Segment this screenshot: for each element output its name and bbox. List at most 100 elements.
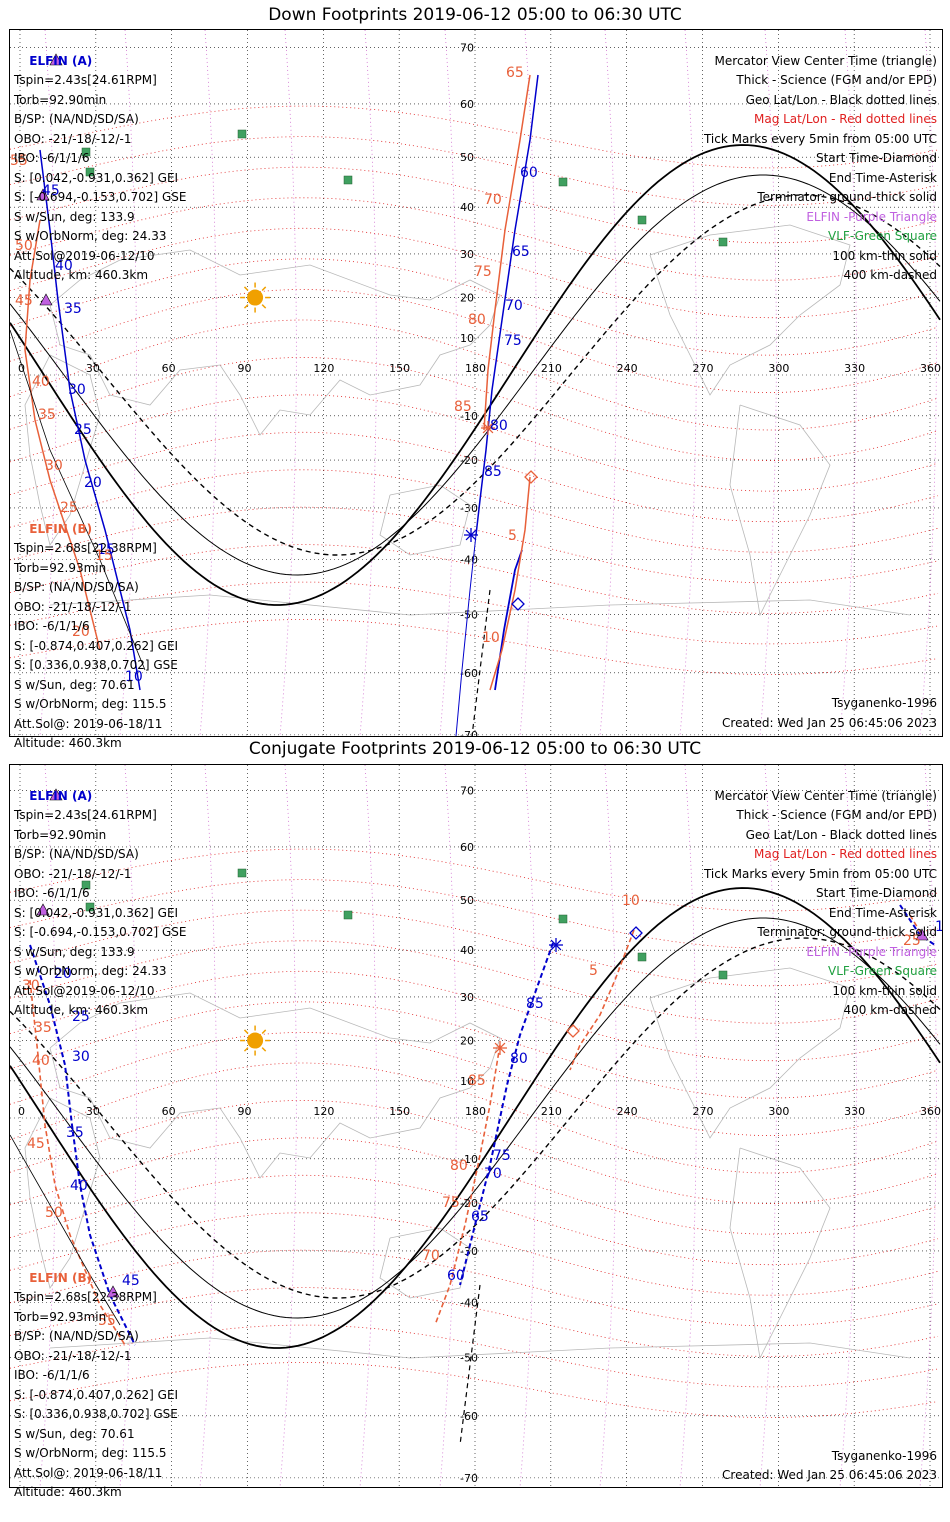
mag-parallel [10,469,939,553]
tick-time-label: 45 [15,293,33,309]
vlf-station-icon [558,177,568,187]
mag-meridian [519,30,537,736]
legend-line: Geo Lat/Lon - Black dotted lines [745,827,937,842]
map-legend: Mercator View Center Time (triangle) Thi… [704,767,937,1040]
mag-meridian [439,765,457,1487]
tick-time-label: 75 [442,1195,460,1211]
sun-icon [247,289,264,306]
tick-time-label: 40 [55,258,73,274]
mag-meridian [39,30,57,736]
end-asterisk-icon [494,1042,506,1054]
lat-tick-label: 50 [460,151,474,164]
lon-tick-label: 150 [389,1105,410,1118]
lat-tick-label: 30 [460,991,474,1004]
lat-tick-label: 70 [460,784,474,797]
vlf-station-icon [85,167,95,177]
lon-tick-label: 240 [617,362,638,375]
tick-time-label: 45 [122,1273,140,1289]
tick-time-label: 75 [504,333,522,349]
start-diamond-icon [511,597,525,611]
model-name: Tsyganenko-1996 [831,696,937,710]
info-line: S: [0.042,-0.931,0.362] GEI [14,905,179,920]
tick-time-label: 50 [15,238,33,254]
tick-time-label: 40 [32,374,50,390]
info-line: IBO: -6/1/1/6 [14,1368,90,1382]
info-line: S w/Sun, deg: 70.61 [14,1426,135,1441]
mag-parallel [10,136,939,206]
tick-time-label: 30 [22,978,40,994]
created-timestamp: Created: Wed Jan 25 06:45:06 2023 [722,716,937,730]
legend-line: ELFIN -Purple Triangle [806,944,937,959]
vlf-station-icon [237,129,247,139]
lat-tick-label: -50 [460,608,478,621]
lon-tick-label: 90 [238,1105,252,1118]
info-line: IBO: -6/1/1/6 [14,151,90,165]
tick-time-label: 5 [589,963,598,979]
mag-meridian [679,30,697,736]
mag-parallel [10,940,939,1024]
coastline [379,484,471,556]
mag-parallel [10,848,939,912]
legend-line: ELFIN -Purple Triangle [806,209,937,224]
legend-line: 100 km-thin solid [832,983,937,998]
tick-time-label: 70 [422,1248,440,1264]
info-line: S w/Sun, deg: 133.9 [14,944,135,959]
info-line: S w/OrbNorm, deg: 115.5 [14,1446,167,1460]
tick-time-label: 55 [98,1313,116,1329]
elfin-triangle-icon [49,788,63,801]
coastline [49,594,911,616]
info-line: Tspin=2.43s[24.61RPM] [14,808,157,822]
elfin-triangle-icon [915,928,929,941]
created-timestamp: Created: Wed Jan 25 06:45:06 2023 [722,1468,937,1482]
track-thin [10,1134,121,1326]
tick-time-label: 70 [484,1166,502,1182]
lon-tick-label: 270 [693,1105,714,1118]
lat-tick-label: -50 [460,1351,478,1364]
lat-tick-label: -40 [460,1296,478,1309]
lat-tick-label: 10 [460,1075,474,1088]
lon-tick-label: 60 [162,1105,176,1118]
tick-time-label: 75 [474,264,492,280]
coastline [379,1227,471,1299]
start-diamond-icon [629,926,643,940]
elfin-triangle-icon [49,53,63,66]
elfin-b-track [489,476,531,691]
sun-ray [261,1047,267,1052]
info-line: B/SP: (NA/ND/SD/SA) [14,112,139,126]
tick-time-label: 15 [97,542,115,558]
tick-time-label: 35 [66,1125,84,1141]
info-line: Tspin=2.68s[22.38RPM] [14,1290,157,1304]
tick-time-label: 80 [468,312,486,328]
conjugate-footprints-map: 70 60 50 40 30 20 10 -10 -20 -30 -40 -50 -60 -70 0 30 60… [9,764,943,1499]
tick-time-label: 15 [95,548,113,564]
info-line: OBO: -21/-18/-12/-1 [14,1348,132,1363]
tick-time-label: 35 [38,407,56,423]
mag-meridian [679,765,697,1487]
lat-tick-label: 60 [460,841,474,854]
legend-line: Geo Lat/Lon - Black dotted lines [745,92,937,107]
mag-meridian [519,765,537,1487]
info-line: OBO: -21/-18/-12/-1 [14,599,132,614]
mag-meridian [279,765,297,1487]
info-line: OBO: -21/-18/-12/-1 [14,866,132,881]
sun-ray [261,1029,267,1035]
elfin-b-track [24,219,101,651]
sun-ray [243,286,249,292]
lat-tick-label: -20 [460,454,478,467]
coastline [49,249,501,436]
lon-tick-label: 330 [844,1105,865,1118]
legend-line: Tick Marks every 5min from 05:00 UTC [703,131,937,146]
sun-ray [261,286,267,292]
lon-tick-label: 0 [18,362,25,375]
terminator-ground [10,887,941,1349]
legend-line: End Time-Asterisk [828,905,937,920]
info-line: S: [0.336,0.938,0.702] GSE [14,658,178,672]
terminator-400km [10,937,941,1299]
tick-time-label: 85 [468,1073,486,1089]
mag-parallel [10,970,939,1062]
info-line: Att.Sol@2019-06-12/10 [14,248,155,263]
vlf-station-icon [637,952,647,962]
sun-icon [247,1032,264,1049]
lat-tick-label: 10 [460,332,474,345]
lon-tick-label: 210 [541,362,562,375]
